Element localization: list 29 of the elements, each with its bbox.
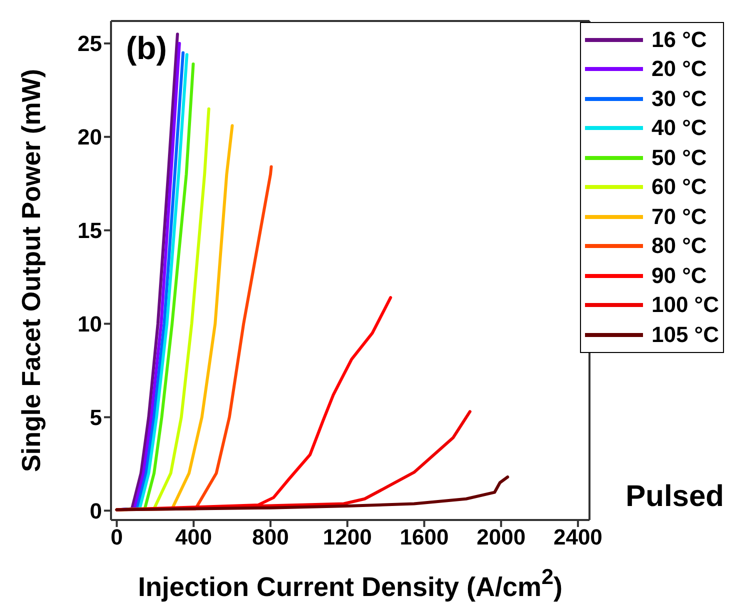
legend-label: 80 °C (651, 233, 707, 260)
legend-label: 40 °C (651, 115, 707, 142)
legend-label: 100 °C (651, 292, 719, 318)
line-series (115, 476, 510, 512)
text: Pulsed (626, 480, 724, 514)
legend-label: 90 °C (651, 262, 707, 289)
x-tick-label: 0 (110, 524, 123, 550)
legend-label: 30 °C (651, 86, 707, 112)
x-axis-title: Injection Current Density (A/cm$^{2}$) (138, 564, 563, 602)
x-tick-label: 2000 (476, 524, 526, 550)
legend-label: 60 °C (651, 174, 707, 200)
legend-label: 70 °C (651, 204, 707, 230)
x-tick-label: 400 (175, 524, 212, 550)
x-tick-label: 1200 (322, 524, 372, 550)
y-tick-label: 15 (78, 218, 102, 244)
legend-label: 20 °C (651, 56, 707, 82)
x-tick-label: 800 (252, 524, 289, 550)
legend-label: 50 °C (651, 144, 707, 171)
annotation: (b) (126, 30, 167, 67)
y-tick-label: 10 (78, 312, 102, 337)
legend-label: 105 °C (651, 322, 719, 348)
legend-label: 16 °C (651, 26, 707, 53)
y-tick-label: 5 (90, 405, 102, 430)
y-axis-title: Single Facet Output Power (mW) (16, 68, 46, 472)
y-tick-label: 0 (90, 498, 102, 524)
y-tick-label: 20 (78, 124, 102, 150)
x-tick-label: 2400 (553, 524, 602, 550)
x-tick-label: 1600 (400, 524, 449, 550)
y-tick-label: 25 (78, 31, 102, 56)
